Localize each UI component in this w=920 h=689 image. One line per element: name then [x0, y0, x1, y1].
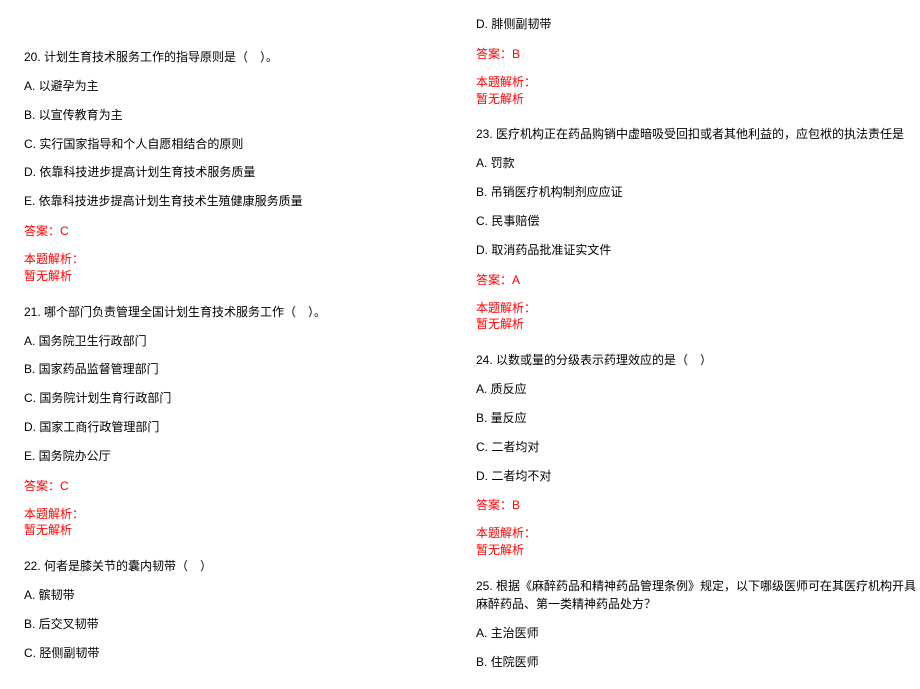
- option-d: D. 国家工商行政管理部门: [24, 419, 469, 436]
- question-text: 25. 根据《麻醉药品和精神药品管理条例》规定，以下哪级医师可在其医疗机构开具麻…: [476, 577, 920, 613]
- option-c: C. 胫侧副韧带: [24, 645, 469, 662]
- analysis-label: 本题解析：: [476, 74, 920, 91]
- analysis-text: 暂无解析: [24, 268, 469, 285]
- question-text: 24. 以数或量的分级表示药理效应的是（ ）: [476, 351, 920, 369]
- question-23: 23. 医疗机构正在药品购销中虚暗吸受回扣或者其他利益的，应包袱的执法责任是 A…: [476, 125, 920, 333]
- analysis-label: 本题解析：: [476, 525, 920, 542]
- analysis-label: 本题解析：: [24, 506, 469, 523]
- answer-text: 答案：B: [476, 496, 920, 513]
- option-c: C. 实行国家指导和个人自愿相结合的原则: [24, 136, 469, 153]
- option-c: C. 二者均对: [476, 439, 920, 456]
- option-b: B. 后交叉韧带: [24, 616, 469, 633]
- option-c: C. 民事赔偿: [476, 213, 920, 230]
- option-e: E. 依靠科技进步提高计划生育技术生殖健康服务质量: [24, 193, 469, 210]
- question-21: 21. 哪个部门负责管理全国计划生育技术服务工作（ ）。 A. 国务院卫生行政部…: [24, 303, 469, 540]
- option-a: A. 主治医师: [476, 625, 920, 642]
- top-spacer2: [24, 16, 469, 32]
- option-b: B. 以宣传教育为主: [24, 107, 469, 124]
- analysis-text: 暂无解析: [476, 542, 920, 559]
- answer-text: 答案：B: [476, 45, 920, 62]
- option-a: A. 罚款: [476, 155, 920, 172]
- answer-text: 答案：C: [24, 222, 469, 239]
- question-25: 25. 根据《麻醉药品和精神药品管理条例》规定，以下哪级医师可在其医疗机构开具麻…: [476, 577, 920, 671]
- option-a: A. 髌韧带: [24, 587, 469, 604]
- option-d: D. 取消药品批准证实文件: [476, 242, 920, 259]
- question-text: 20. 计划生育技术服务工作的指导原则是（ ）。: [24, 48, 469, 66]
- option-a: A. 质反应: [476, 381, 920, 398]
- option-a: A. 国务院卫生行政部门: [24, 333, 469, 350]
- question-text: 23. 医疗机构正在药品购销中虚暗吸受回扣或者其他利益的，应包袱的执法责任是: [476, 125, 920, 143]
- question-20: 20. 计划生育技术服务工作的指导原则是（ ）。 A. 以避孕为主 B. 以宣传…: [24, 48, 469, 285]
- top-spacer: [476, 0, 920, 16]
- analysis-label: 本题解析：: [24, 251, 469, 268]
- option-b: B. 吊销医疗机构制剂应应证: [476, 184, 920, 201]
- option-d: D. 依靠科技进步提高计划生育技术服务质量: [24, 164, 469, 181]
- option-d: D. 二者均不对: [476, 468, 920, 485]
- option-e: E. 国务院办公厅: [24, 448, 469, 465]
- analysis-text: 暂无解析: [24, 522, 469, 539]
- option-c: C. 国务院计划生育行政部门: [24, 390, 469, 407]
- question-text: 21. 哪个部门负责管理全国计划生育技术服务工作（ ）。: [24, 303, 469, 321]
- right-column: D. 腓侧副韧带 答案：B 本题解析： 暂无解析 23. 医疗机构正在药品购销中…: [476, 0, 920, 689]
- option-a: A. 以避孕为主: [24, 78, 469, 95]
- question-22-continued: D. 腓侧副韧带 答案：B 本题解析： 暂无解析: [476, 16, 920, 107]
- analysis-label: 本题解析：: [476, 300, 920, 317]
- question-24: 24. 以数或量的分级表示药理效应的是（ ） A. 质反应 B. 量反应 C. …: [476, 351, 920, 559]
- option-b: B. 国家药品监督管理部门: [24, 361, 469, 378]
- top-spacer: [24, 0, 469, 16]
- option-b: B. 住院医师: [476, 654, 920, 671]
- option-b: B. 量反应: [476, 410, 920, 427]
- left-column: 20. 计划生育技术服务工作的指导原则是（ ）。 A. 以避孕为主 B. 以宣传…: [24, 0, 469, 680]
- analysis-text: 暂无解析: [476, 316, 920, 333]
- top-spacer3: [24, 32, 469, 48]
- answer-text: 答案：C: [24, 477, 469, 494]
- question-22: 22. 何者是膝关节的囊内韧带（ ） A. 髌韧带 B. 后交叉韧带 C. 胫侧…: [24, 557, 469, 661]
- analysis-text: 暂无解析: [476, 91, 920, 108]
- answer-text: 答案：A: [476, 271, 920, 288]
- option-d: D. 腓侧副韧带: [476, 16, 920, 33]
- question-text: 22. 何者是膝关节的囊内韧带（ ）: [24, 557, 469, 575]
